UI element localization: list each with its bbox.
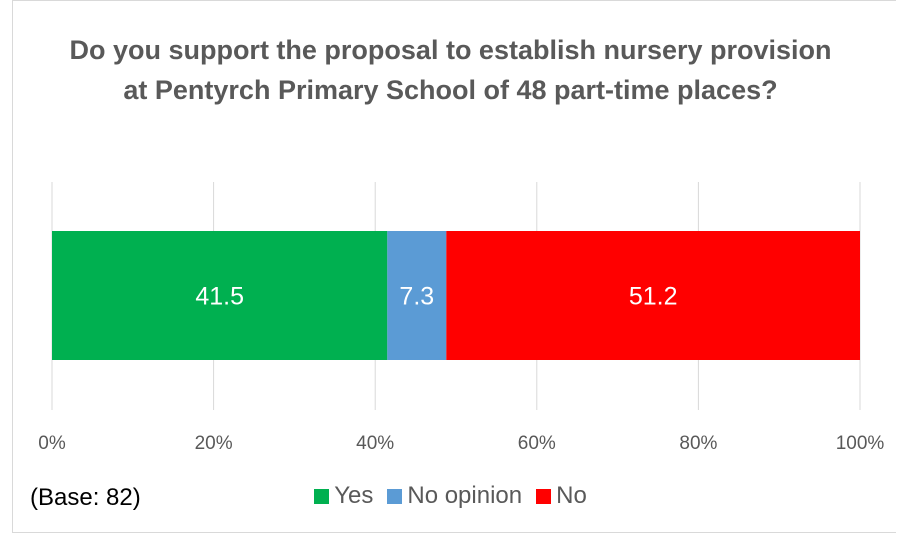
bar-segment-yes xyxy=(52,231,388,360)
x-tick-label-4: 80% xyxy=(679,433,717,454)
base-note: (Base: 82) xyxy=(30,484,141,511)
bar-segment-no xyxy=(446,231,860,360)
x-tick-label-2: 40% xyxy=(356,433,394,454)
chart-title: Do you support the proposal to establish… xyxy=(69,35,832,105)
x-tick-label-1: 20% xyxy=(195,433,233,454)
legend-swatch xyxy=(387,488,403,504)
legend-swatch xyxy=(314,488,330,504)
x-tick-label-3: 60% xyxy=(518,433,556,454)
chart-legend: Yes No opinion No xyxy=(0,482,901,511)
legend-label: No opinion xyxy=(407,482,523,509)
data-label-no-opinion: 7.3 xyxy=(399,283,434,311)
legend-swatch xyxy=(536,488,552,504)
legend-item-yes: Yes xyxy=(314,482,373,510)
data-label-no: 51.2 xyxy=(629,283,678,311)
legend-label: Yes xyxy=(334,482,374,509)
legend-label: No xyxy=(556,482,587,509)
x-tick-label-0: 0% xyxy=(38,433,66,454)
data-label-yes: 41.5 xyxy=(195,283,244,311)
legend-item-no-opinion: No opinion xyxy=(387,482,522,510)
legend-item-no: No xyxy=(536,482,587,510)
bar-segment-no-opinion xyxy=(387,231,447,360)
x-tick-label-5: 100% xyxy=(836,433,885,454)
